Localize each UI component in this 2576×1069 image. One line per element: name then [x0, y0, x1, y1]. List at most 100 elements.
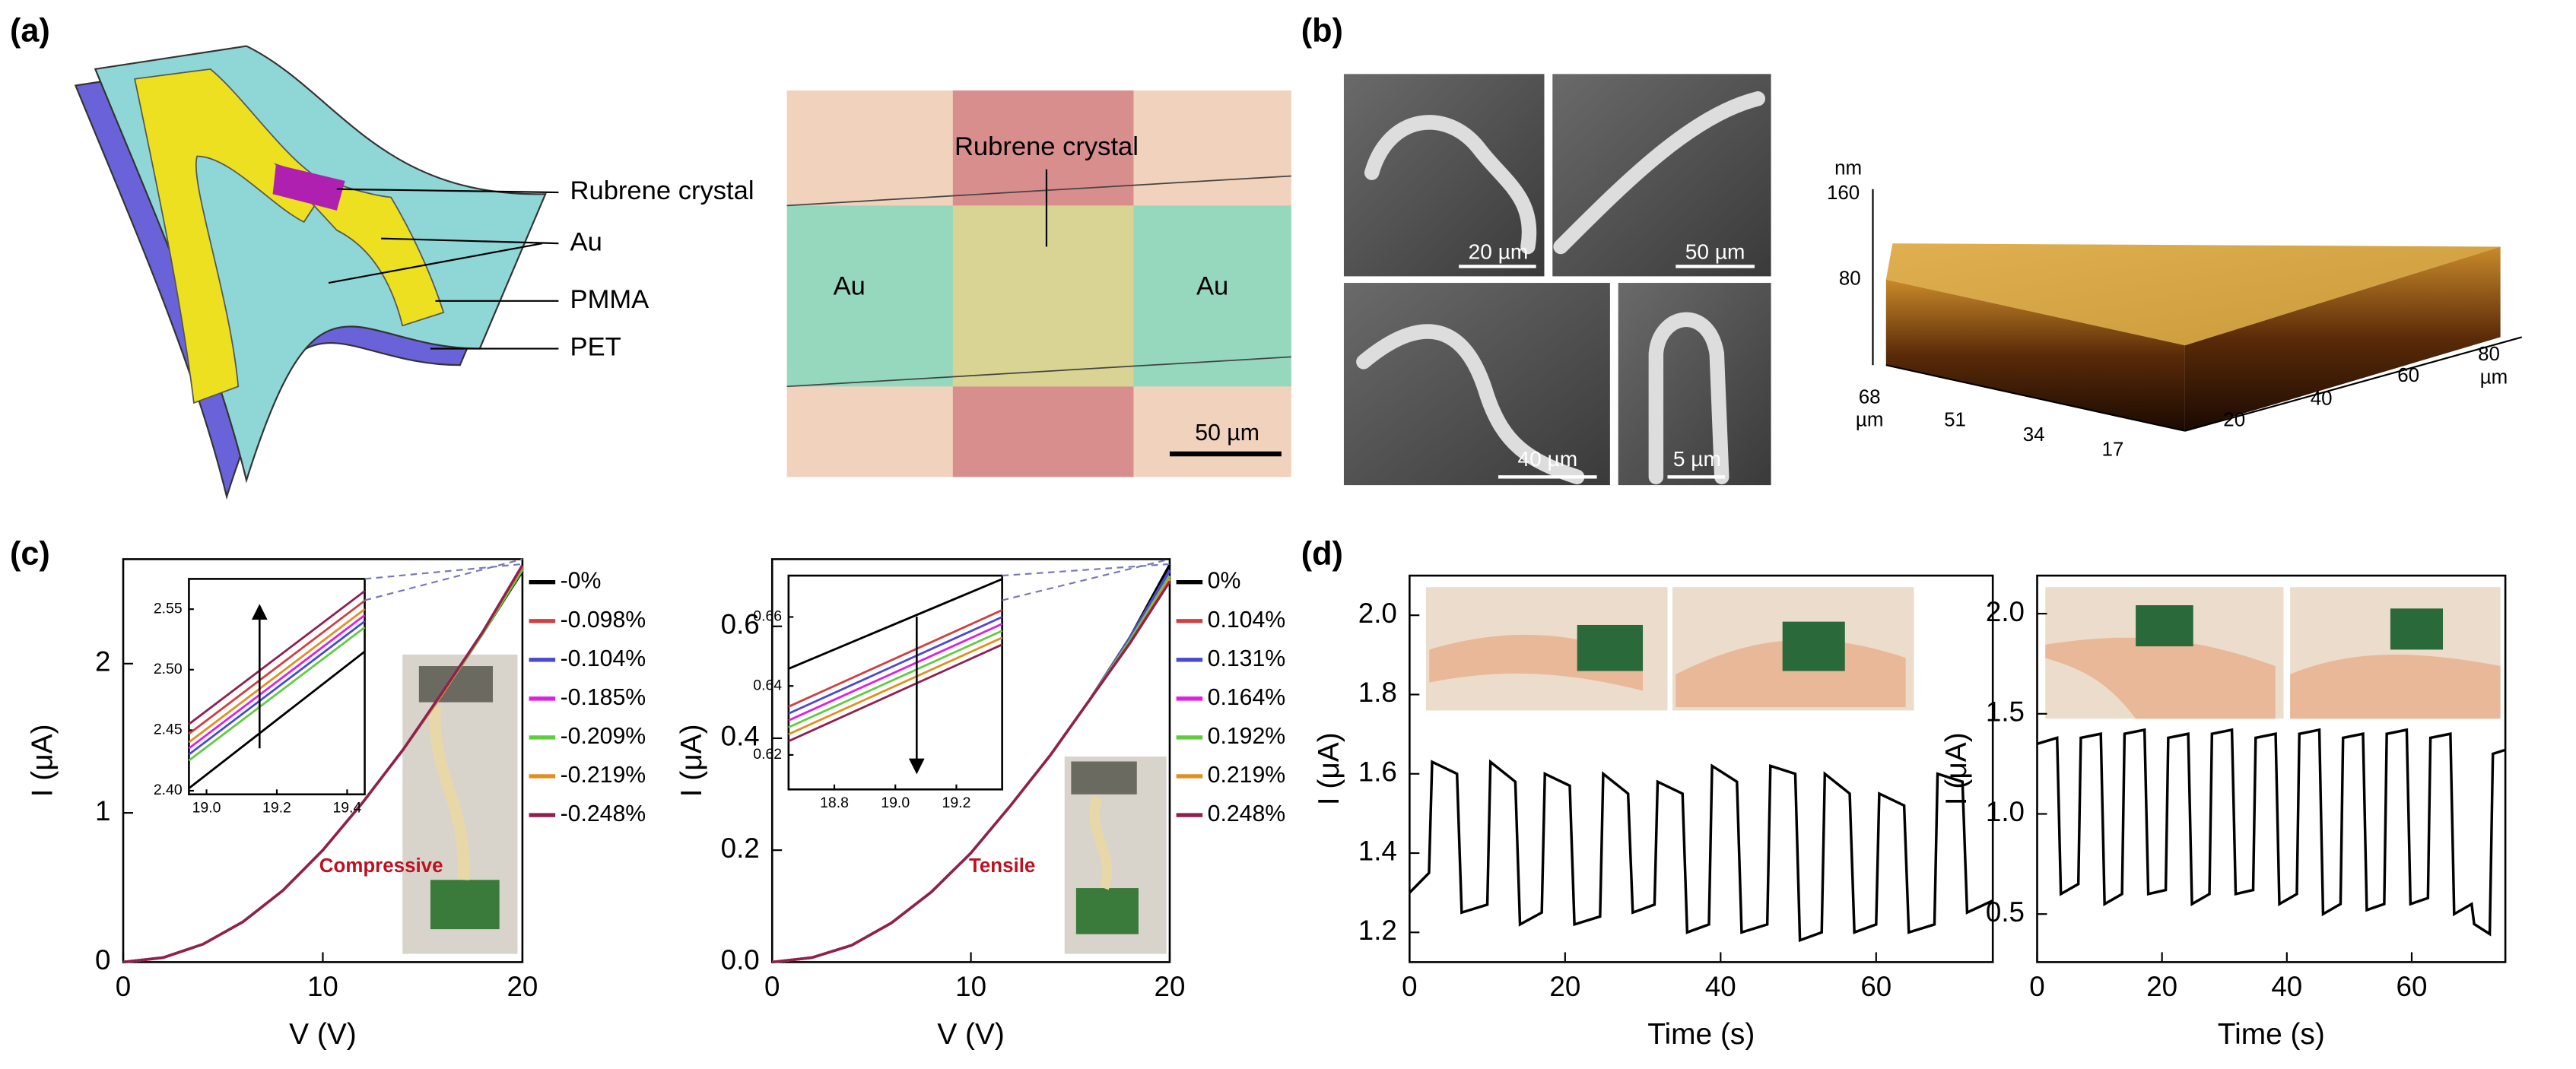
afm-unit: nm — [1834, 158, 1862, 179]
afm-3d: nm 160 80 68 µm 51 34 17 20 40 60 80 µm — [1827, 158, 2523, 461]
panel-label: (c) — [10, 536, 50, 573]
y-tick-label: 2 — [95, 646, 110, 677]
legend-label: 0.131% — [1208, 646, 1286, 671]
legend-label: -0.104% — [561, 646, 646, 671]
y-tick-label: 1.2 — [1358, 915, 1397, 946]
sem-images: 20 µm 50 µm 40 µm 5 µm — [1343, 74, 1771, 486]
x-axis-label: V (V) — [937, 1018, 1005, 1051]
x-tick-label: 0 — [1402, 971, 1417, 1002]
diagram-label: PMMA — [570, 285, 650, 314]
afm-tick: 40 — [2311, 388, 2333, 409]
x-tick-label: 10 — [307, 971, 338, 1002]
x-axis-label: V (V) — [289, 1018, 357, 1051]
series-line — [188, 599, 366, 735]
scale-bar-label: 50 µm — [1195, 420, 1259, 446]
y-tick-label: 2.0 — [1986, 596, 2025, 627]
panel-label: (d) — [1301, 536, 1343, 573]
y-tick-label: 1.0 — [1986, 796, 2025, 827]
legend-label: -0.209% — [561, 724, 646, 749]
y-tick-label: 1.8 — [1358, 677, 1397, 708]
y-tick-label: 0.0 — [721, 944, 760, 975]
y-axis-label: I (μA) — [675, 724, 708, 797]
y-tick-label: 0.6 — [721, 608, 760, 639]
legend-label: 0.248% — [1208, 801, 1286, 826]
scale-bar-label: 5 µm — [1673, 447, 1721, 471]
x-tick-label: 20 — [507, 971, 538, 1002]
series-line — [188, 620, 366, 756]
x-tick-label: 0 — [2029, 971, 2044, 1002]
series-line — [788, 623, 1003, 722]
legend-label: 0.192% — [1208, 724, 1286, 749]
y-tick-label: 0.2 — [721, 833, 760, 864]
x-tick-label: 20 — [2146, 971, 2177, 1002]
plot-frame — [1409, 574, 1994, 963]
legend-label: 0.104% — [1208, 607, 1286, 633]
legend-label: 0.164% — [1208, 685, 1286, 710]
afm-tick: 80 — [1839, 268, 1861, 290]
series-line — [188, 608, 366, 744]
x-axis-label: Time (s) — [2218, 1018, 2325, 1051]
y-tick-label: 2.55 — [154, 600, 183, 617]
x-tick-label: 19.2 — [262, 799, 291, 816]
x-tick-label: 40 — [2271, 971, 2302, 1002]
series-line — [188, 626, 366, 762]
diagram-label: PET — [570, 333, 621, 362]
afm-unit: µm — [1856, 410, 1884, 431]
afm-tick: 80 — [2478, 344, 2500, 365]
legend-label: -0.248% — [561, 801, 646, 826]
y-axis-label: I (μA) — [1940, 732, 1973, 805]
afm-unit: µm — [2480, 366, 2508, 388]
series-line — [788, 609, 1003, 708]
x-axis-label: Time (s) — [1647, 1018, 1755, 1051]
afm-tick: 68 — [1859, 386, 1881, 408]
x-tick-label: 0 — [764, 971, 780, 1002]
y-axis-label: I (μA) — [27, 724, 59, 797]
x-tick-label: 10 — [955, 971, 986, 1002]
afm-tick: 34 — [2023, 424, 2045, 446]
scale-bar-label: 40 µm — [1517, 447, 1577, 471]
x-tick-label: 0 — [116, 971, 131, 1002]
inset-overlay — [251, 558, 1170, 775]
series-line — [788, 578, 1003, 670]
micrograph-label: Au — [1196, 272, 1228, 301]
micrograph-label: Au — [834, 272, 866, 301]
afm-tick: 60 — [2397, 365, 2419, 386]
y-tick-label: 0.4 — [721, 721, 760, 752]
legend-label: 0.219% — [1208, 763, 1286, 788]
y-tick-label: 0.66 — [753, 608, 782, 625]
series-line — [788, 643, 1003, 743]
x-tick-label: 19.0 — [881, 795, 910, 811]
legend-label: 0% — [1208, 569, 1241, 594]
series-line — [788, 636, 1003, 735]
micrograph: Au Rubrene crystal Au 50 µm — [786, 90, 1291, 477]
series-line — [2036, 728, 2506, 937]
scale-bar-label: 20 µm — [1469, 240, 1529, 264]
y-tick-label: 2.50 — [154, 661, 183, 677]
photos — [402, 587, 2501, 954]
x-tick-label: 19.4 — [333, 799, 362, 816]
series-line — [772, 580, 1171, 964]
y-tick-label: 2.45 — [154, 722, 183, 738]
y-tick-label: 0.5 — [1986, 896, 2025, 928]
x-tick-label: 60 — [2397, 971, 2428, 1002]
diagram-label: Au — [570, 227, 602, 256]
micrograph-label: Rubrene crystal — [954, 132, 1139, 161]
x-tick-label: 40 — [1705, 971, 1736, 1002]
scale-bar-label: 50 µm — [1685, 240, 1745, 264]
y-tick-label: 2.0 — [1358, 598, 1397, 629]
x-tick-label: 20 — [1549, 971, 1580, 1002]
series-line — [1409, 759, 1993, 943]
y-tick-label: 1.6 — [1358, 756, 1397, 787]
legend-label: -0.098% — [561, 607, 646, 633]
series-line — [188, 614, 366, 750]
afm-tick: 17 — [2101, 439, 2123, 461]
afm-tick: 51 — [1944, 410, 1966, 431]
panel-label: (a) — [10, 13, 50, 49]
series-line — [788, 630, 1003, 728]
legend-label: -0.185% — [561, 685, 646, 710]
legend-label: -0% — [561, 569, 602, 594]
x-tick-label: 20 — [1155, 971, 1186, 1002]
series-line — [188, 590, 366, 725]
y-tick-label: 2.40 — [154, 782, 183, 798]
